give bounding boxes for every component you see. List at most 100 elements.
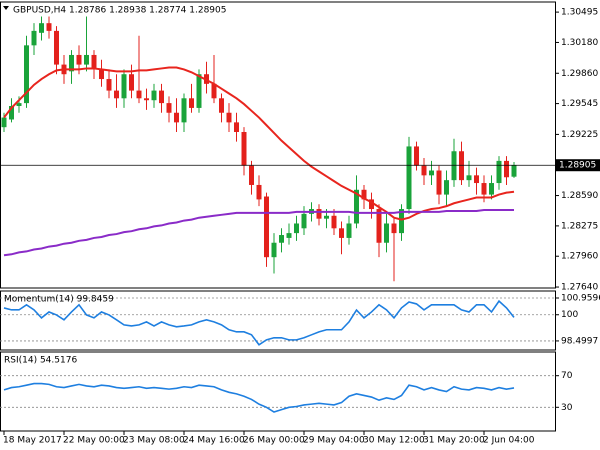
y-tick-label: 1.29545 — [561, 99, 598, 109]
panel-frame — [0, 290, 556, 351]
candle-body — [264, 196, 269, 258]
candle-body — [46, 23, 52, 31]
candle-body — [31, 30, 37, 46]
candle-body — [24, 45, 29, 104]
panel-frame — [0, 1, 556, 289]
candle-body — [114, 90, 119, 99]
candle-body — [9, 106, 14, 120]
x-tick-label: 26 May 00:00 — [243, 436, 305, 446]
panel-title: RSI(14) 54.5176 — [4, 356, 77, 366]
candle-body — [39, 23, 44, 33]
candle-body — [369, 199, 374, 210]
candle-body — [174, 112, 179, 123]
candle-body — [151, 90, 157, 101]
candle-body — [316, 209, 322, 219]
candle-body — [436, 170, 442, 195]
candle-body — [504, 160, 509, 178]
y-tick-label: 1.28590 — [561, 191, 598, 201]
candle-body — [1, 117, 7, 128]
menu-arrow — [3, 6, 9, 10]
candle-body — [444, 180, 449, 195]
current-price-box — [556, 159, 600, 172]
candle-body — [361, 189, 367, 200]
candle-body — [346, 223, 352, 238]
candle-body — [286, 233, 292, 238]
candle-body — [159, 90, 164, 104]
y-tick-label: 1.27640 — [561, 283, 598, 293]
candle-body — [511, 165, 517, 177]
candle-body — [489, 183, 494, 195]
x-tick-label: 2 Jun 04:00 — [483, 436, 535, 446]
candle-body — [406, 146, 412, 210]
candle-body — [279, 235, 284, 243]
candle-body — [84, 54, 89, 65]
candle-body — [166, 103, 172, 113]
candle-body — [451, 151, 457, 181]
y-tick-label: 1.29225 — [561, 130, 598, 140]
candle-body — [376, 209, 382, 243]
candle-body — [69, 54, 74, 72]
candle-body — [354, 189, 359, 224]
y-tick-label: 1.27960 — [561, 252, 598, 262]
candle-body — [249, 165, 254, 185]
candle-body — [414, 146, 419, 166]
moving-average — [3, 66, 515, 221]
candle-body — [271, 242, 277, 258]
candle-body — [301, 213, 307, 229]
y-tick-label: 100 — [561, 310, 578, 320]
candle-body — [481, 183, 487, 195]
candle-body — [339, 228, 344, 238]
candle-body — [324, 215, 329, 219]
panel-title: GBPUSD,H4 1.28786 1.28938 1.28774 1.2890… — [13, 6, 226, 16]
candle-body — [496, 160, 502, 184]
y-tick-label: 1.28275 — [561, 221, 598, 231]
candle-body — [384, 223, 389, 243]
x-tick-label: 22 May 00:00 — [63, 436, 125, 446]
y-tick-label: 1.29860 — [561, 69, 598, 79]
y-tick-label: 98.4997 — [561, 336, 598, 346]
indicator-line — [3, 299, 515, 346]
candle-body — [136, 90, 142, 99]
panel-frame — [0, 351, 556, 432]
candle-body — [196, 74, 202, 108]
candle-body — [421, 165, 427, 176]
candle-body — [466, 175, 472, 181]
candle-body — [76, 54, 82, 65]
panel-title: Momentum(14) 99.8459 — [4, 295, 114, 305]
candle-body — [121, 74, 127, 99]
x-tick-label: 31 May 20:00 — [423, 436, 485, 446]
candle-body — [234, 122, 239, 132]
candle-body — [99, 69, 104, 80]
y-tick-label: 70 — [561, 371, 573, 381]
x-tick-label: 18 May 2017 — [3, 436, 62, 446]
candle-body — [16, 103, 22, 106]
candle-body — [129, 74, 134, 91]
candle-body — [91, 54, 97, 70]
y-tick-label: 30 — [561, 403, 573, 413]
y-tick-label: 100.9596 — [561, 293, 600, 303]
candle-body — [331, 215, 337, 229]
candle-body — [106, 79, 112, 91]
candle-body — [459, 151, 464, 181]
candle-body — [399, 209, 404, 234]
x-tick-label: 24 May 16:00 — [183, 436, 245, 446]
x-tick-label: 29 May 04:00 — [303, 436, 365, 446]
candle-body — [219, 98, 224, 113]
candle-body — [181, 98, 187, 123]
candle-body — [241, 132, 247, 166]
candle-body — [226, 112, 232, 123]
moving-average — [3, 209, 514, 257]
candle-body — [294, 223, 299, 234]
candle-body — [189, 98, 194, 108]
y-tick-label: 1.30180 — [561, 38, 598, 48]
candle-body — [211, 83, 217, 99]
candle-body — [474, 175, 479, 184]
indicator-line — [3, 382, 515, 413]
y-tick-label: 1.30495 — [561, 8, 598, 18]
candle-body — [256, 184, 262, 200]
candle-body — [54, 30, 59, 65]
current-price-label: 1.28905 — [559, 161, 596, 171]
candle-body — [391, 223, 397, 234]
x-tick-label: 30 May 12:00 — [363, 436, 425, 446]
